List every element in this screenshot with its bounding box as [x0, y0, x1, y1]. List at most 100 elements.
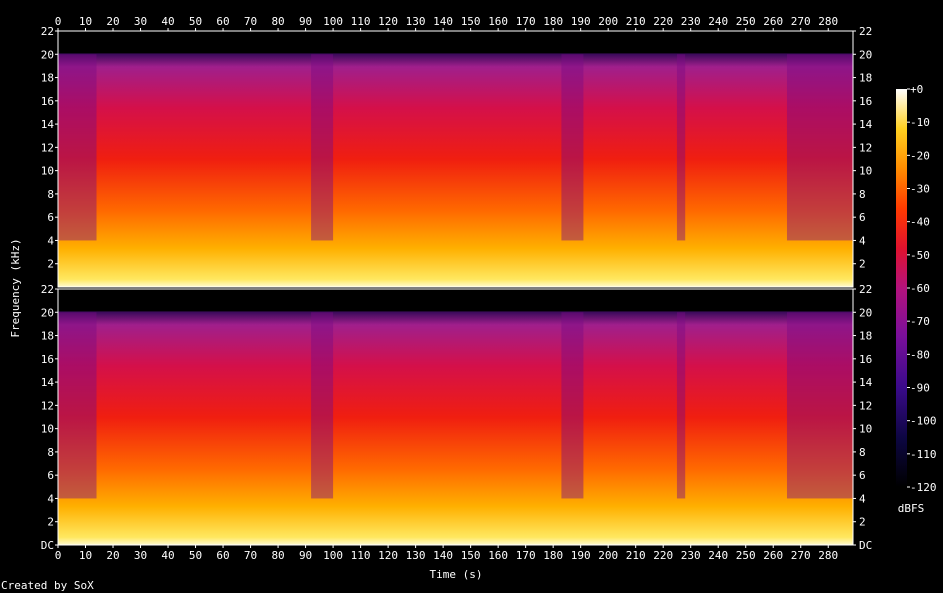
- channel-1-frame: [57, 30, 854, 288]
- colorbar-tick-label: -80: [910, 348, 930, 361]
- colorbar-tick-label: -90: [910, 382, 930, 395]
- x-tick-label: 120: [378, 549, 398, 562]
- y-tick-label-right: 22: [859, 283, 872, 296]
- channel-2-frame: [57, 288, 854, 546]
- colorbar-tick-label: -20: [910, 149, 930, 162]
- colorbar-gradient: [896, 89, 907, 487]
- x-tick-label-top: 0: [55, 15, 62, 28]
- y-tick-label: 10: [41, 165, 54, 178]
- x-tick-label: 250: [736, 549, 756, 562]
- y-tick-label: 16: [41, 95, 54, 108]
- x-tick-label-top: 190: [571, 15, 591, 28]
- low-energy-segment: [58, 54, 97, 241]
- x-tick-label-top: 140: [433, 15, 453, 28]
- y-tick-label: 18: [41, 72, 54, 85]
- x-tick-label-top: 260: [763, 15, 783, 28]
- x-tick-label: 90: [299, 549, 312, 562]
- y-tick-label: 4: [47, 234, 54, 247]
- x-tick-label: 280: [818, 549, 838, 562]
- y-tick-label: 12: [41, 399, 54, 412]
- x-tick-label-top: 100: [323, 15, 343, 28]
- x-tick-label-top: 10: [79, 15, 92, 28]
- x-tick-label-top: 80: [271, 15, 284, 28]
- x-tick-label-top: 50: [189, 15, 202, 28]
- spectrogram-fill: [58, 31, 853, 287]
- x-tick-label: 0: [55, 549, 62, 562]
- x-tick-label-top: 220: [653, 15, 673, 28]
- x-tick-label-top: 130: [406, 15, 426, 28]
- low-energy-segment: [311, 312, 334, 499]
- x-tick-label: 200: [598, 549, 618, 562]
- x-tick-label-top: 70: [244, 15, 257, 28]
- y-tick-label: 8: [47, 446, 54, 459]
- x-tick-label: 60: [216, 549, 229, 562]
- y-tick-label: 6: [47, 211, 54, 224]
- low-energy-segment: [786, 312, 853, 499]
- y-tick-label-right: 22: [859, 25, 872, 38]
- x-tick-label: 230: [681, 549, 701, 562]
- low-energy-segment: [786, 54, 853, 241]
- x-tick-label-top: 170: [516, 15, 536, 28]
- y-tick-label-right: 14: [859, 376, 873, 389]
- low-energy-segment: [561, 54, 584, 241]
- colorbar-tick-label: -40: [910, 216, 930, 229]
- x-tick-label: 20: [106, 549, 119, 562]
- y-tick-label-right: DC: [859, 539, 872, 552]
- channel-2-spectrogram: [58, 289, 853, 545]
- x-tick-label: 30: [134, 549, 147, 562]
- y-tick-label-right: 20: [859, 306, 872, 319]
- y-tick-label: 2: [47, 258, 54, 271]
- y-tick-label: 14: [41, 118, 55, 131]
- x-tick-label: 70: [244, 549, 257, 562]
- x-tick-label: 40: [161, 549, 174, 562]
- x-tick-label: 260: [763, 549, 783, 562]
- x-tick-label: 170: [516, 549, 536, 562]
- x-tick-label-top: 90: [299, 15, 312, 28]
- y-tick-label-right: 16: [859, 353, 872, 366]
- colorbar-tick-label: -10: [910, 116, 930, 129]
- colorbar-tick-label: +0: [910, 83, 923, 96]
- y-tick-label: 2: [47, 516, 54, 529]
- x-tick-label-top: 240: [708, 15, 728, 28]
- y-tick-label-right: 14: [859, 118, 873, 131]
- low-energy-segment: [561, 312, 584, 499]
- y-tick-label-right: 16: [859, 95, 872, 108]
- colorbar-tick-label: -30: [910, 183, 930, 196]
- y-tick-label-right: 6: [859, 469, 866, 482]
- x-tick-label-top: 230: [681, 15, 701, 28]
- footer-credit: Created by SoX: [1, 579, 94, 592]
- y-axis-label: Frequency (kHz): [9, 238, 22, 337]
- low-energy-segment: [58, 312, 97, 499]
- y-tick-label: 22: [41, 25, 54, 38]
- spectrogram-fill: [58, 289, 853, 545]
- y-tick-label: 4: [47, 492, 54, 505]
- y-tick-label: 16: [41, 353, 54, 366]
- y-tick-label-right: 10: [859, 165, 872, 178]
- x-tick-label-top: 180: [543, 15, 563, 28]
- y-tick-label: 6: [47, 469, 54, 482]
- x-tick-label: 220: [653, 549, 673, 562]
- x-tick-label-top: 110: [351, 15, 371, 28]
- x-tick-label: 160: [488, 549, 508, 562]
- y-tick-label-right: 10: [859, 423, 872, 436]
- x-tick-label-top: 280: [818, 15, 838, 28]
- x-tick-label: 240: [708, 549, 728, 562]
- x-tick-label-top: 30: [134, 15, 147, 28]
- x-tick-label: 180: [543, 549, 563, 562]
- x-tick-label-top: 40: [161, 15, 174, 28]
- y-tick-label: 8: [47, 188, 54, 201]
- low-energy-segment: [676, 312, 686, 499]
- x-tick-label: 130: [406, 549, 426, 562]
- colorbar-label: dBFS: [898, 502, 925, 515]
- x-tick-label: 140: [433, 549, 453, 562]
- y-tick-label-right: 2: [859, 516, 866, 529]
- x-tick-label-top: 60: [216, 15, 229, 28]
- y-tick-label-right: 12: [859, 399, 872, 412]
- y-tick-label-right: 2: [859, 258, 866, 271]
- x-tick-label: 100: [323, 549, 343, 562]
- y-tick-label: 18: [41, 330, 54, 343]
- y-tick-label-right: 18: [859, 330, 872, 343]
- y-tick-label: 22: [41, 283, 54, 296]
- x-tick-label-top: 20: [106, 15, 119, 28]
